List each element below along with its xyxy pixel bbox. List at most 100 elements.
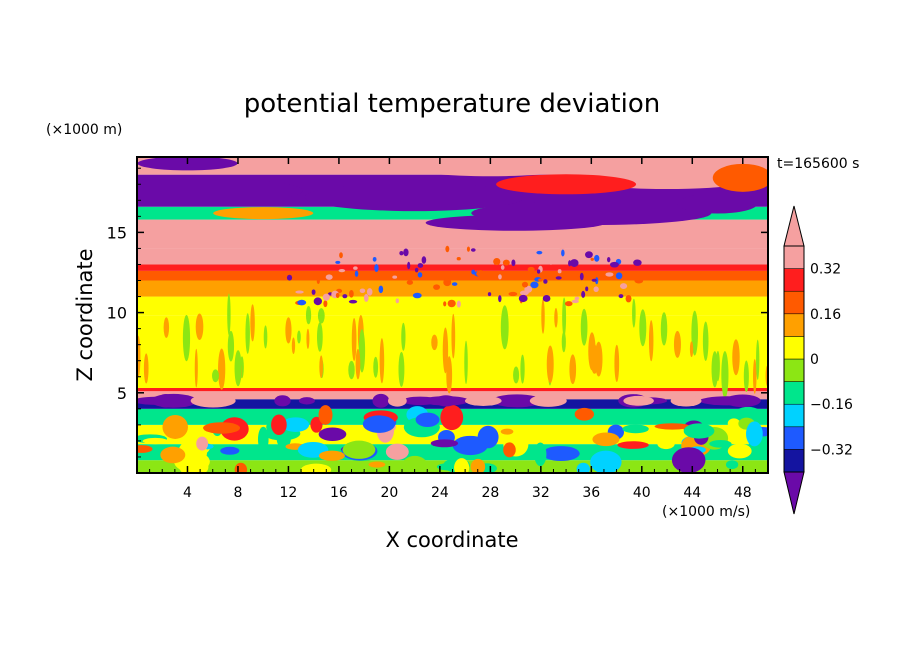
lower-eddy bbox=[617, 441, 649, 449]
contour-features bbox=[137, 157, 768, 473]
scatter-cell bbox=[372, 256, 377, 262]
scatter-cell bbox=[476, 270, 485, 277]
scatter-cell bbox=[363, 293, 369, 302]
mid-streak bbox=[756, 339, 760, 380]
scatter-cell bbox=[590, 257, 595, 261]
time-label: t=165600 s bbox=[777, 156, 859, 172]
mid-streak bbox=[590, 344, 599, 374]
x-tick-label: 24 bbox=[431, 485, 449, 501]
scatter-cell bbox=[585, 286, 589, 292]
lower-eddy bbox=[746, 421, 763, 447]
mid-streak bbox=[673, 330, 681, 358]
y-tick-label: 15 bbox=[107, 223, 127, 242]
scatter-cell bbox=[564, 301, 573, 307]
mid-streak bbox=[182, 314, 191, 362]
scatter-cell bbox=[392, 275, 398, 279]
mid-streak bbox=[234, 350, 242, 387]
y-tick-label: 10 bbox=[107, 304, 127, 323]
scatter-cell bbox=[417, 263, 424, 268]
inversion-bump bbox=[464, 395, 502, 406]
lower-eddy bbox=[576, 462, 590, 473]
x-axis-label: X coordinate bbox=[385, 528, 518, 552]
lower-eddy bbox=[368, 461, 386, 468]
x-tick-label: 44 bbox=[683, 485, 701, 501]
scatter-cell bbox=[521, 281, 529, 288]
mid-streak bbox=[451, 313, 456, 359]
lower-eddy bbox=[318, 427, 347, 441]
mid-streak bbox=[163, 317, 170, 338]
mid-streak bbox=[398, 351, 405, 387]
scatter-cell bbox=[323, 300, 328, 308]
scatter-cell bbox=[609, 261, 619, 268]
mid-streak bbox=[431, 334, 438, 351]
mid-streak bbox=[546, 345, 554, 384]
mid-streak bbox=[632, 298, 636, 328]
scatter-cell bbox=[574, 296, 580, 301]
mid-streak bbox=[446, 356, 453, 394]
mid-streak bbox=[614, 344, 620, 383]
scatter-cell bbox=[534, 256, 539, 265]
contour-band-5 bbox=[137, 391, 768, 400]
lower-eddy bbox=[503, 442, 516, 458]
lower-eddy bbox=[470, 458, 486, 473]
y-axis-ticks: 5 10 15 bbox=[107, 167, 768, 458]
mid-streak bbox=[580, 308, 588, 346]
scatter-cell bbox=[498, 295, 502, 303]
upper-structure bbox=[213, 207, 314, 220]
lower-eddy bbox=[542, 446, 580, 462]
mid-streak bbox=[297, 330, 301, 344]
scatter-cell bbox=[536, 250, 543, 255]
upper-structure bbox=[298, 160, 379, 173]
x-axis-ticks: 4 8 12 16 20 24 28 32 36 40 44 48 bbox=[149, 157, 756, 501]
upper-structure bbox=[496, 174, 637, 195]
scatter-cell bbox=[543, 279, 548, 284]
mid-streak bbox=[143, 353, 149, 384]
scatter-cell bbox=[354, 270, 359, 277]
scatter-cell bbox=[297, 299, 307, 306]
lower-eddy bbox=[220, 446, 240, 455]
lower-eddy bbox=[318, 450, 345, 461]
mid-streak bbox=[554, 307, 558, 328]
y-tick-label: 5 bbox=[117, 384, 127, 403]
lower-eddy bbox=[454, 458, 470, 473]
mid-streak bbox=[195, 313, 204, 341]
scatter-cell bbox=[338, 274, 344, 279]
colorbar-segment bbox=[783, 403, 805, 428]
colorbar-segment bbox=[783, 245, 805, 269]
upper-structure bbox=[137, 178, 303, 203]
colorbar-segment bbox=[783, 358, 805, 382]
scatter-cell bbox=[625, 294, 632, 303]
colorbar-tick-label: −0.32 bbox=[810, 442, 853, 458]
y-axis-label: Z coordinate bbox=[73, 248, 97, 381]
lower-eddy bbox=[590, 450, 622, 473]
mid-streak bbox=[218, 348, 226, 390]
mid-streak bbox=[569, 354, 577, 385]
scatter-cell bbox=[399, 250, 404, 256]
scatter-cell bbox=[456, 300, 461, 308]
scatter-cell bbox=[414, 267, 419, 273]
scatter-cell bbox=[615, 272, 623, 280]
scatter-cell bbox=[357, 258, 365, 265]
inversion-bump bbox=[699, 396, 755, 406]
mid-streak bbox=[379, 338, 385, 384]
mid-streak bbox=[689, 341, 694, 358]
colorbar-tick-label: −0.16 bbox=[810, 397, 853, 413]
inversion-bump bbox=[435, 395, 457, 407]
mid-streak bbox=[194, 348, 198, 388]
scatter-cell bbox=[557, 269, 562, 274]
mid-streak bbox=[721, 351, 729, 399]
scatter-cell bbox=[359, 288, 366, 293]
inversion-bump bbox=[298, 397, 315, 405]
mid-streak bbox=[317, 308, 325, 324]
x-tick-label: 8 bbox=[233, 485, 242, 501]
scatter-cell bbox=[538, 278, 543, 282]
lower-eddy bbox=[160, 446, 186, 464]
inversion-bump bbox=[372, 393, 390, 408]
mid-streak bbox=[305, 305, 312, 325]
mid-streak bbox=[291, 337, 296, 355]
mid-streak bbox=[743, 360, 749, 393]
mid-streak bbox=[541, 299, 545, 334]
lower-eddy bbox=[310, 416, 323, 433]
scatter-cell bbox=[568, 260, 572, 267]
scatter-cell bbox=[286, 274, 293, 281]
